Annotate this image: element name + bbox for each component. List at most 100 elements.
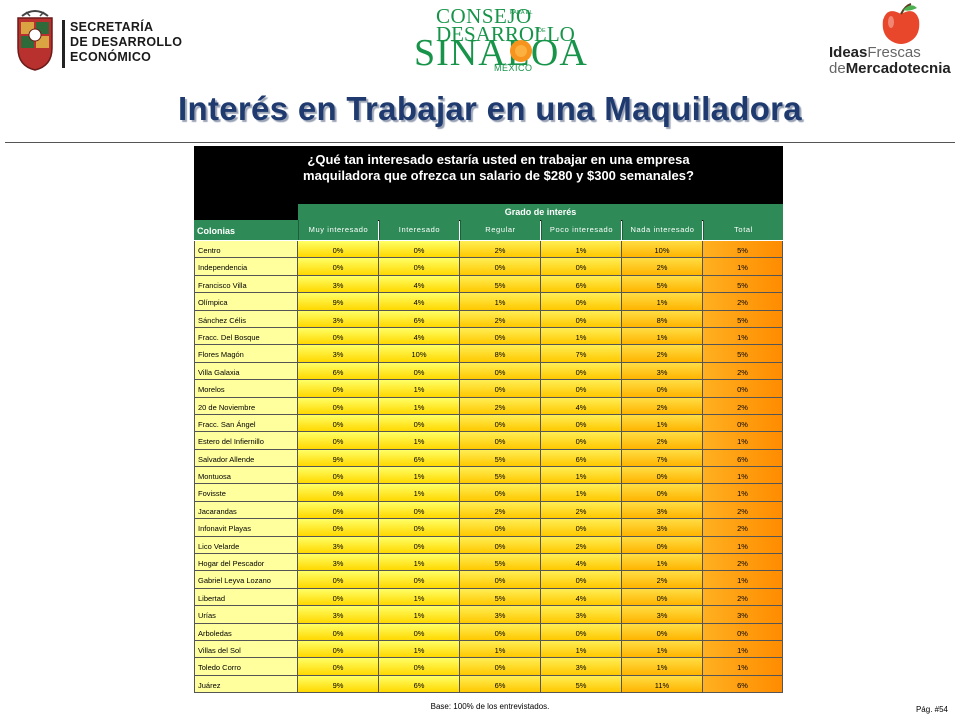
value-cell: 0% bbox=[379, 623, 460, 641]
table-row: Sánchez Célis 3% 6% 2% 0% 8% 5% bbox=[194, 310, 783, 328]
value-cell: 0% bbox=[541, 310, 622, 328]
value-cell: 0% bbox=[541, 432, 622, 450]
colonia-name: Fovisste bbox=[194, 484, 298, 502]
table-row: Jacarandas 0% 0% 2% 2% 3% 2% bbox=[194, 501, 783, 520]
table-row: Fovisste 0% 1% 0% 1% 0% 1% bbox=[194, 484, 783, 502]
colonia-name: Independencia bbox=[194, 258, 298, 276]
value-cell: 4% bbox=[379, 327, 460, 346]
base-note: Base: 100% de los entrevistados. bbox=[430, 702, 550, 711]
value-cell: 1% bbox=[379, 432, 460, 450]
value-cell: 0% bbox=[460, 571, 541, 589]
column-header: Poco interesado bbox=[541, 220, 621, 240]
table-row: 20 de Noviembre 0% 1% 2% 4% 2% 2% bbox=[194, 397, 783, 415]
table-row: Infonavit Playas 0% 0% 0% 0% 3% 2% bbox=[194, 519, 783, 537]
value-cell: 1% bbox=[541, 327, 622, 346]
value-cell: 1% bbox=[703, 658, 783, 676]
value-cell: 5% bbox=[460, 275, 541, 294]
table-row: Urías 3% 1% 3% 3% 3% 3% bbox=[194, 606, 783, 624]
value-cell: 3% bbox=[298, 310, 379, 328]
value-cell: 2% bbox=[703, 554, 783, 572]
interest-table: ¿Qué tan interesado estaría usted en tra… bbox=[194, 146, 783, 695]
value-cell: 0% bbox=[298, 519, 379, 537]
table-row: Fracc. Del Bosque 0% 4% 0% 1% 1% 1% bbox=[194, 327, 783, 346]
de-mercadotecnia-text: deMercadotecnia bbox=[829, 60, 951, 77]
page-title: Interés en Trabajar en una Maquiladora bbox=[178, 90, 802, 127]
value-cell: 1% bbox=[703, 571, 783, 589]
value-cell: 0% bbox=[298, 588, 379, 607]
value-cell: 3% bbox=[460, 606, 541, 624]
value-cell: 1% bbox=[379, 380, 460, 398]
value-cell: 0% bbox=[298, 467, 379, 485]
value-cell: 1% bbox=[379, 397, 460, 415]
colonia-name: Salvador Allende bbox=[194, 449, 298, 468]
value-cell: 0% bbox=[703, 414, 783, 433]
table-row: Juárez 9% 6% 6% 5% 11% 6% bbox=[194, 675, 783, 694]
colonia-name: Juárez bbox=[194, 675, 298, 694]
de-word: de bbox=[829, 60, 846, 77]
secretaria-line-2: DE DESARROLLO bbox=[70, 35, 183, 49]
page-number: Pág. #54 bbox=[915, 705, 948, 714]
apple-icon bbox=[882, 3, 920, 45]
value-cell: 0% bbox=[379, 519, 460, 537]
value-cell: 0% bbox=[379, 536, 460, 555]
value-cell: 2% bbox=[703, 588, 783, 607]
value-cell: 3% bbox=[541, 606, 622, 624]
colonia-name: Lico Velarde bbox=[194, 536, 298, 555]
table-row: Salvador Allende 9% 6% 5% 6% 7% 6% bbox=[194, 449, 783, 468]
table-row: Morelos 0% 1% 0% 0% 0% 0% bbox=[194, 380, 783, 398]
value-cell: 1% bbox=[703, 258, 783, 276]
value-cell: 0% bbox=[460, 432, 541, 450]
colonia-name: Morelos bbox=[194, 380, 298, 398]
value-cell: 2% bbox=[622, 345, 703, 363]
value-cell: 4% bbox=[379, 275, 460, 294]
value-cell: 0% bbox=[298, 397, 379, 415]
value-cell: 7% bbox=[622, 449, 703, 468]
value-cell: 3% bbox=[298, 345, 379, 363]
value-cell: 5% bbox=[703, 310, 783, 328]
value-cell: 3% bbox=[622, 362, 703, 381]
table-row: Toledo Corro 0% 0% 0% 3% 1% 1% bbox=[194, 658, 783, 676]
value-cell: 1% bbox=[622, 658, 703, 676]
colonia-name: Gabriel Leyva Lozano bbox=[194, 571, 298, 589]
secretaria-line-1: SECRETARÍA bbox=[70, 20, 154, 34]
value-cell: 8% bbox=[460, 345, 541, 363]
value-cell: 3% bbox=[541, 658, 622, 676]
column-header: Total bbox=[703, 220, 783, 240]
value-cell: 1% bbox=[379, 467, 460, 485]
colonia-name: Francisco Villa bbox=[194, 275, 298, 294]
value-cell: 4% bbox=[541, 588, 622, 607]
value-cell: 0% bbox=[703, 623, 783, 641]
value-cell: 0% bbox=[379, 501, 460, 520]
value-cell: 5% bbox=[460, 449, 541, 468]
frescas-word: Frescas bbox=[867, 44, 921, 61]
value-cell: 0% bbox=[298, 380, 379, 398]
secretaria-line-3: ECONÓMICO bbox=[70, 50, 152, 64]
sinaloa-text: SINALOA bbox=[414, 32, 588, 74]
value-cell: 0% bbox=[541, 362, 622, 381]
value-cell: 0% bbox=[460, 362, 541, 381]
sinaloa-seal-icon bbox=[17, 10, 53, 71]
table-row: Gabriel Leyva Lozano 0% 0% 0% 0% 2% 1% bbox=[194, 571, 783, 589]
value-cell: 2% bbox=[703, 519, 783, 537]
table-row: Villas del Sol 0% 1% 1% 1% 1% 1% bbox=[194, 640, 783, 659]
value-cell: 6% bbox=[703, 449, 783, 468]
value-cell: 1% bbox=[703, 327, 783, 346]
colonia-name: Villa Galaxia bbox=[194, 362, 298, 381]
value-cell: 2% bbox=[541, 536, 622, 555]
value-cell: 0% bbox=[541, 380, 622, 398]
value-cell: 3% bbox=[622, 606, 703, 624]
colonia-name: Sánchez Célis bbox=[194, 310, 298, 328]
value-cell: 2% bbox=[622, 258, 703, 276]
value-cell: 2% bbox=[703, 362, 783, 381]
value-cell: 0% bbox=[298, 571, 379, 589]
value-cell: 0% bbox=[622, 623, 703, 641]
value-cell: 6% bbox=[379, 449, 460, 468]
value-cell: 3% bbox=[298, 536, 379, 555]
value-cell: 1% bbox=[622, 293, 703, 311]
value-cell: 6% bbox=[541, 275, 622, 294]
colonia-name: Centro bbox=[194, 241, 298, 259]
value-cell: 0% bbox=[379, 241, 460, 259]
value-cell: 0% bbox=[460, 658, 541, 676]
value-cell: 6% bbox=[298, 362, 379, 381]
column-header: Nada interesado bbox=[622, 220, 702, 240]
